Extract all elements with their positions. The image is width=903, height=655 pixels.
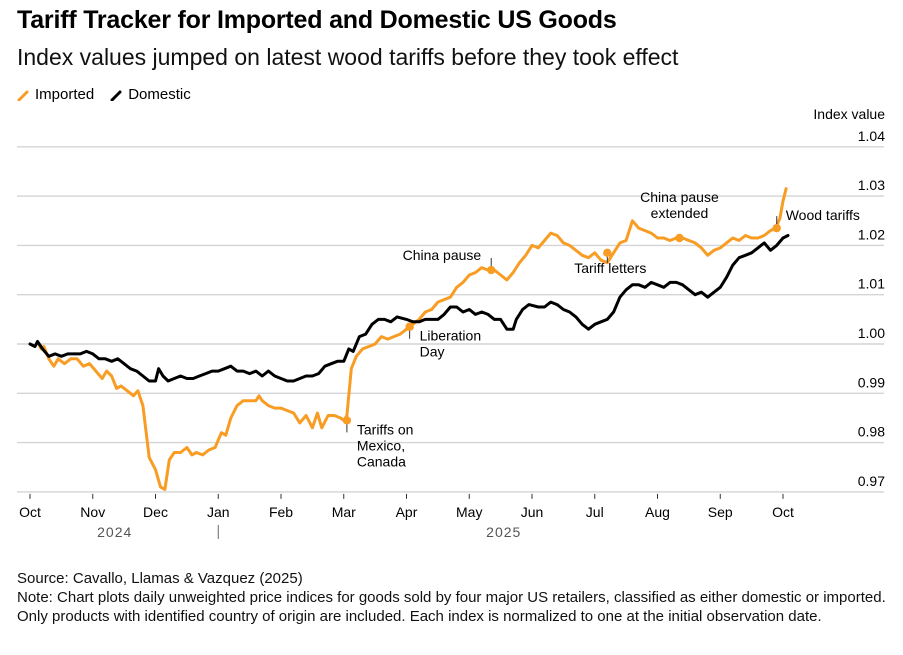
- annotation-marker: [603, 248, 612, 257]
- y-tick-label: 1.02: [858, 226, 885, 242]
- chart-title: Tariff Tracker for Imported and Domestic…: [17, 6, 617, 34]
- y-tick-label: 0.97: [858, 473, 885, 489]
- annotation-label: Wood tariffs: [786, 207, 860, 223]
- x-tick-label: Feb: [269, 504, 293, 520]
- annotation-label: extended: [651, 205, 709, 221]
- annotation-marker: [675, 233, 684, 243]
- line-chart: Index value 1.04 1.03 1.02 1.01 1.00 0.99 0.98 0…: [17, 106, 885, 540]
- domestic-line-swatch-icon: [110, 90, 122, 101]
- year-label: 2025: [486, 524, 521, 540]
- annotation-marker: [405, 322, 414, 331]
- annotation-marker: [487, 265, 496, 275]
- annotation: China pause: [403, 247, 496, 275]
- series-line-domestic: [28, 234, 790, 383]
- series-lines: [28, 187, 790, 491]
- legend-item-imported: Imported: [17, 86, 94, 103]
- annotation-label: Tariffs on: [357, 421, 414, 437]
- x-tick-label: Oct: [19, 504, 41, 520]
- annotation-label: Day: [420, 344, 445, 360]
- legend-label-imported: Imported: [35, 86, 95, 103]
- x-tick-label: Jul: [586, 504, 604, 520]
- series-line-imported: [28, 187, 788, 491]
- x-tick-label: Nov: [80, 504, 105, 520]
- y-tick-label: 1.00: [858, 325, 885, 341]
- annotation-label: Canada: [357, 453, 406, 469]
- year-label: 2024: [97, 524, 132, 540]
- x-tick-label: Sep: [708, 504, 733, 520]
- annotation-marker: [342, 416, 352, 425]
- x-tick-label: Jan: [207, 504, 230, 520]
- x-tick-label: Jun: [521, 504, 544, 520]
- chart-footer: Source: Cavallo, Llamas & Vazquez (2025)…: [17, 569, 887, 626]
- annotation: Tariff letters: [574, 248, 646, 276]
- y-tick-label: 0.99: [858, 374, 885, 390]
- x-tick-label: May: [456, 504, 482, 520]
- legend-label-domestic: Domestic: [128, 86, 191, 103]
- annotation-label: China pause: [403, 247, 482, 263]
- x-tick-label: Apr: [396, 504, 418, 520]
- x-tick-label: Oct: [772, 504, 794, 520]
- x-tick-label: Dec: [143, 504, 168, 520]
- y-axis-title: Index value: [813, 106, 885, 122]
- y-tick-label: 0.98: [858, 424, 885, 440]
- annotation-label: Tariff letters: [574, 260, 646, 276]
- legend: Imported Domestic: [17, 86, 191, 103]
- x-tick-label: Aug: [645, 504, 670, 520]
- y-axis: Index value 1.04 1.03 1.02 1.01 1.00 0.99 0.98 0…: [813, 106, 885, 489]
- source-text: Source: Cavallo, Llamas & Vazquez (2025): [17, 570, 303, 587]
- y-tick-label: 1.01: [858, 276, 885, 292]
- imported-line-swatch-icon: [17, 90, 29, 101]
- y-tick-label: 1.04: [858, 128, 885, 144]
- legend-item-domestic: Domestic: [110, 86, 191, 103]
- annotation-marker: [772, 223, 781, 233]
- x-tick-label: Mar: [332, 504, 356, 520]
- annotation: Wood tariffs: [772, 207, 860, 233]
- annotation-label: China pause: [640, 189, 719, 205]
- x-axis: Oct Nov Dec Jan Feb Mar Apr May Jun Jul Aug Sep Oct 2…: [19, 493, 794, 540]
- chart-subtitle: Index values jumped on latest wood tarif…: [17, 44, 679, 70]
- y-tick-label: 1.03: [858, 177, 885, 193]
- note-text: Note: Chart plots daily unweighted price…: [17, 589, 886, 625]
- annotation-label: Liberation: [420, 328, 482, 344]
- annotation-label: Mexico,: [357, 437, 405, 453]
